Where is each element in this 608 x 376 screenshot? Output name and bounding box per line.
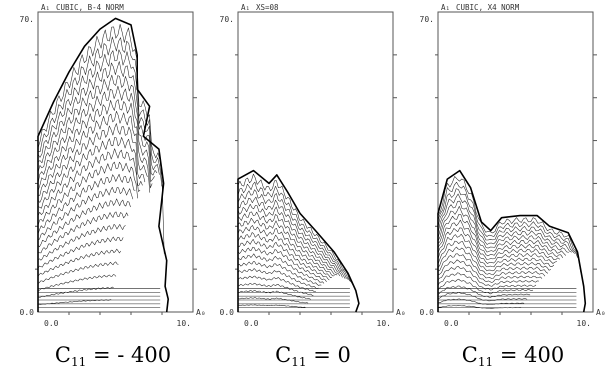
contour-line	[437, 253, 546, 279]
contour-line	[237, 232, 332, 278]
contour-line	[37, 211, 129, 254]
contour-line	[237, 275, 317, 293]
contour-outline	[237, 169, 360, 313]
y-tick-label: 70.	[20, 15, 34, 24]
contour-line	[37, 49, 160, 175]
plot-title: CUBIC, B-4 NORM	[56, 3, 124, 12]
contour-line	[37, 61, 158, 176]
contour-line	[237, 203, 343, 278]
x-axis-label: A₀	[596, 308, 606, 317]
contour-line	[237, 268, 319, 289]
contour-panel-3: A₁ CUBIC, X4 NORM 70. 0.0 A₀ 0.0 10. C11 = 400	[420, 3, 606, 369]
contour-line	[437, 176, 581, 273]
contour-outline	[437, 169, 587, 313]
contour-line	[237, 297, 309, 304]
contour-outline	[37, 17, 169, 313]
contour-line	[37, 137, 143, 209]
panel-caption: C11 = - 400	[55, 343, 171, 369]
plot-title: CUBIC, X4 NORM	[456, 3, 520, 12]
contour-line	[437, 227, 557, 264]
contour-line	[37, 173, 136, 234]
x-tick-label: 10.	[377, 319, 391, 328]
contour-line	[237, 173, 354, 286]
contour-line	[437, 214, 564, 258]
contour-line	[37, 198, 131, 248]
contour-line	[37, 186, 134, 241]
contour-line	[437, 200, 569, 253]
contour-line	[37, 74, 155, 182]
contour-line	[437, 219, 561, 260]
contour-line	[237, 189, 348, 280]
contour-line	[37, 24, 165, 254]
y-axis-label: A₁	[441, 3, 450, 12]
contour-line	[237, 225, 335, 277]
contour-line	[437, 291, 528, 302]
contour-line	[237, 253, 325, 284]
contour-line	[37, 36, 163, 187]
y-tick-label: 0.0	[220, 308, 235, 317]
x-tick-label: 10.	[177, 319, 191, 328]
y-tick-label: 0.0	[20, 308, 35, 317]
contour-line	[238, 304, 306, 308]
x-axis-label: A₀	[196, 308, 206, 317]
x-tick-label: 0.0	[244, 319, 259, 328]
contour-line	[37, 110, 148, 197]
x-tick-label: 0.0	[444, 319, 459, 328]
contour-line	[37, 224, 126, 261]
contour-line	[37, 148, 141, 216]
contour-line	[37, 248, 122, 277]
contour-line	[437, 233, 555, 268]
contour-line	[437, 259, 543, 283]
contour-line	[437, 240, 551, 272]
contour-line	[437, 206, 566, 256]
y-tick-label: 70.	[220, 15, 234, 24]
contour-line	[437, 278, 534, 295]
contour-line	[37, 85, 153, 189]
contour-line	[237, 217, 338, 276]
y-axis-label: A₁	[241, 3, 250, 12]
contour-line	[437, 246, 549, 276]
contour-line	[237, 246, 327, 283]
y-tick-label: 0.0	[420, 308, 435, 317]
contour-line	[437, 193, 572, 253]
contour-line	[238, 239, 330, 281]
y-tick-label: 70.	[420, 15, 434, 24]
contour-line	[237, 282, 314, 296]
x-tick-label: 0.0	[44, 319, 59, 328]
panel-caption: C11 = 400	[462, 343, 564, 369]
contour-panel-2: A₁ XS=08 70. 0.0 A₀ 0.0 10. C11 = 0	[220, 3, 406, 369]
plot-title: XS=08	[256, 3, 279, 12]
contour-line	[437, 181, 578, 259]
contour-line	[37, 123, 146, 203]
contour-line	[37, 286, 114, 298]
contour-line	[37, 236, 124, 269]
plot-frame	[237, 11, 394, 313]
contour-panel-1: A₁ CUBIC, B-4 NORM 70. 0.0 A₀ 0.0 10. C11 = - 4…	[20, 3, 206, 369]
contour-line	[437, 188, 575, 254]
contour-line	[237, 211, 341, 277]
plot-frame	[437, 11, 594, 313]
contour-line	[37, 261, 119, 284]
y-axis-label: A₁	[41, 3, 50, 12]
contour-line	[237, 261, 322, 286]
contour-line	[237, 196, 346, 279]
contour-line	[437, 285, 531, 298]
contour-line	[37, 99, 151, 193]
contour-line	[237, 181, 351, 282]
contour-line	[37, 274, 117, 291]
x-tick-label: 10.	[577, 319, 591, 328]
panels: A₁ CUBIC, B-4 NORM 70. 0.0 A₀ 0.0 10. C11 = - 4…	[20, 3, 606, 369]
x-axis-label: A₀	[396, 308, 406, 317]
panel-caption: C11 = 0	[275, 343, 351, 369]
contour-line	[37, 161, 138, 226]
contour-line	[437, 266, 540, 287]
